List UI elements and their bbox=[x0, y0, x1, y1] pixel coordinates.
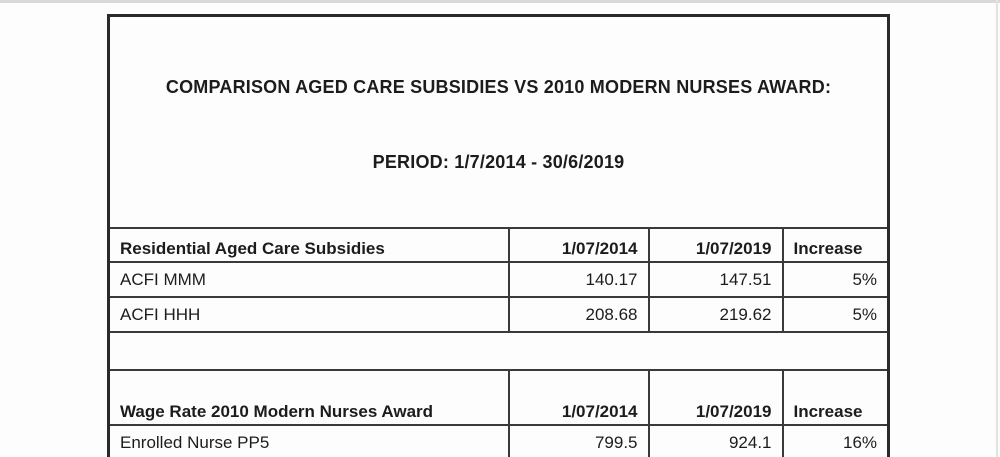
table-row: Enrolled Nurse PP5 799.5 924.1 16% bbox=[107, 424, 890, 457]
table-title-line2: PERIOD: 1/7/2014 - 30/6/2019 bbox=[372, 152, 625, 172]
table-title-row: COMPARISON AGED CARE SUBSIDIES VS 2010 M… bbox=[107, 14, 890, 229]
table-row: ACFI HHH 208.68 219.62 5% bbox=[107, 296, 890, 333]
section2-header-2014: 1/07/2014 bbox=[507, 369, 650, 426]
value-2014: 799.5 bbox=[507, 424, 650, 457]
section2-header-increase: Increase bbox=[781, 369, 890, 426]
scan-artifact-top-edge bbox=[0, 0, 1000, 3]
table-title-line1: COMPARISON AGED CARE SUBSIDIES VS 2010 M… bbox=[165, 77, 832, 97]
value-2019: 219.62 bbox=[647, 296, 784, 333]
value-2019: 147.51 bbox=[647, 261, 784, 298]
section1-header-label: Residential Aged Care Subsidies bbox=[107, 227, 510, 263]
value-increase: 16% bbox=[781, 424, 890, 457]
section2-header-row: Wage Rate 2010 Modern Nurses Award 1/07/… bbox=[107, 369, 890, 426]
section2-header-2019: 1/07/2019 bbox=[647, 369, 784, 426]
spacer-row bbox=[107, 331, 890, 371]
section1-header-increase: Increase bbox=[781, 227, 890, 263]
section2-header-label: Wage Rate 2010 Modern Nurses Award bbox=[107, 369, 510, 426]
section1-header-2019: 1/07/2019 bbox=[647, 227, 784, 263]
row-label: ACFI MMM bbox=[107, 261, 510, 298]
section1-header-row: Residential Aged Care Subsidies 1/07/201… bbox=[107, 227, 890, 263]
row-label: ACFI HHH bbox=[107, 296, 510, 333]
section1-header-2014: 1/07/2014 bbox=[507, 227, 650, 263]
value-2019: 924.1 bbox=[647, 424, 784, 457]
table-title: COMPARISON AGED CARE SUBSIDIES VS 2010 M… bbox=[107, 14, 890, 229]
value-2014: 208.68 bbox=[507, 296, 650, 333]
spacer-cell bbox=[107, 331, 890, 371]
value-increase: 5% bbox=[781, 261, 890, 298]
table-row: ACFI MMM 140.17 147.51 5% bbox=[107, 261, 890, 298]
comparison-table: COMPARISON AGED CARE SUBSIDIES VS 2010 M… bbox=[107, 14, 891, 457]
row-label: Enrolled Nurse PP5 bbox=[107, 424, 510, 457]
value-increase: 5% bbox=[781, 296, 890, 333]
scan-artifact-right-edge bbox=[996, 0, 998, 457]
value-2014: 140.17 bbox=[507, 261, 650, 298]
